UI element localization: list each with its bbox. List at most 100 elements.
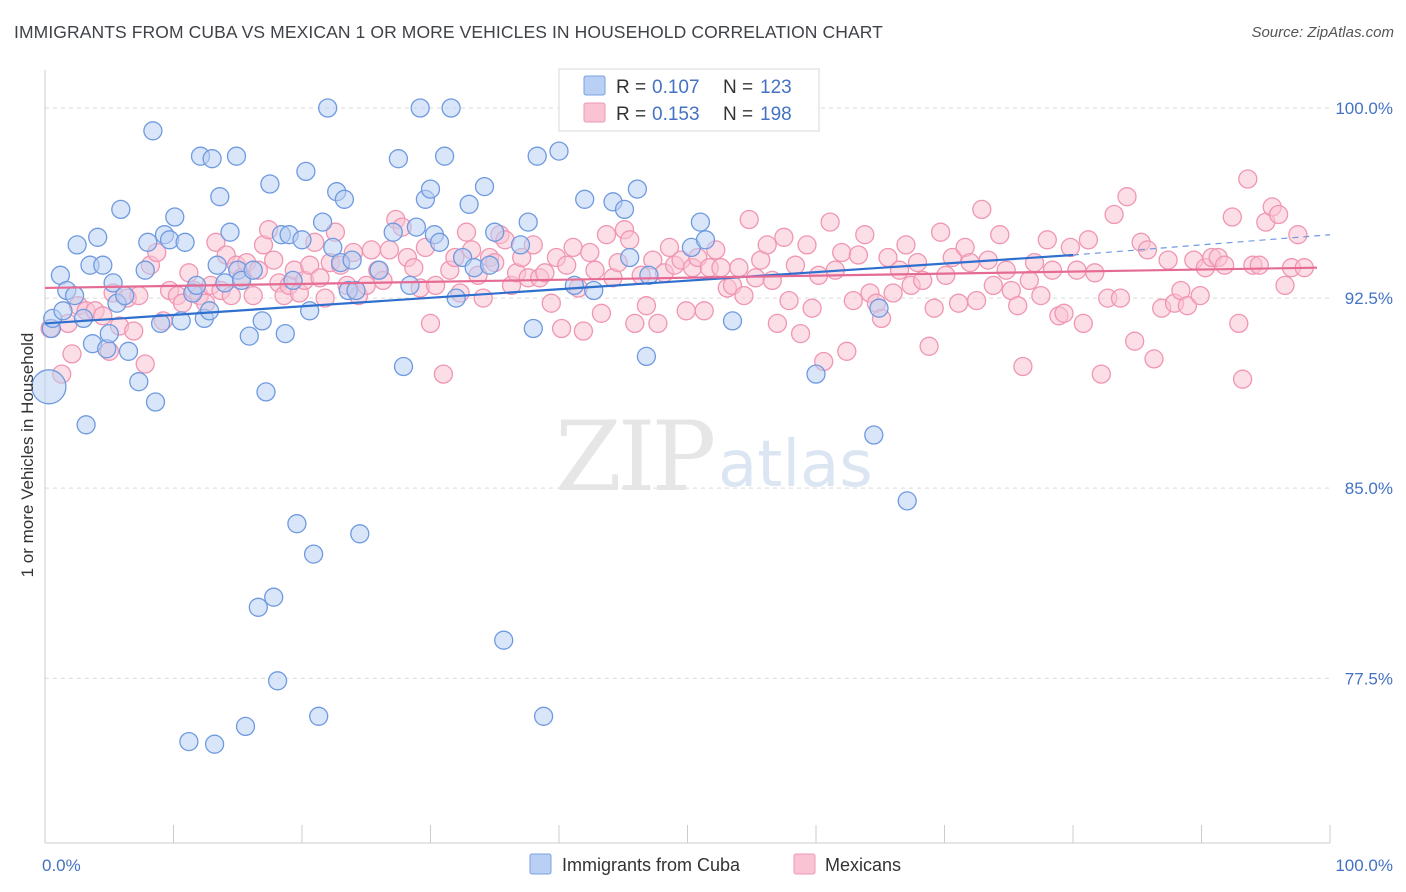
- mexicans-point: [1054, 303, 1074, 323]
- x-tick-label-0: 0.0%: [42, 856, 81, 875]
- cuba-point: [252, 311, 272, 331]
- mexicans-point: [1249, 255, 1269, 275]
- chart-title: IMMIGRANTS FROM CUBA VS MEXICAN 1 OR MOR…: [14, 22, 883, 42]
- x-tick-labels: 0.0% 100.0%: [42, 856, 1393, 875]
- mexicans-point: [206, 232, 226, 252]
- cuba-point: [171, 311, 191, 331]
- cuba-point: [235, 716, 256, 737]
- mexicans-point: [124, 321, 144, 341]
- mexicans-point: [774, 227, 794, 247]
- mexicans-point: [1238, 169, 1258, 189]
- mexicans-point: [379, 240, 400, 260]
- cuba-point: [175, 232, 195, 252]
- cuba-point: [220, 222, 240, 242]
- mexicans-point: [676, 301, 696, 321]
- legend-n-value-cuba: 123: [760, 77, 792, 98]
- mexicans-point: [785, 255, 806, 275]
- cuba-point: [510, 235, 531, 255]
- mexicans-point: [1008, 296, 1028, 316]
- mexicans-point: [1125, 331, 1145, 351]
- legend-swatch-mexicans: [583, 102, 606, 123]
- cuba-point: [420, 179, 441, 199]
- mexicans-point: [625, 313, 645, 334]
- mexicans-point: [1085, 263, 1105, 283]
- series-cuba-points: [31, 98, 917, 754]
- cuba-point: [695, 230, 716, 250]
- cuba-point: [292, 230, 312, 250]
- cuba-point: [627, 179, 648, 199]
- mexicans-point: [1177, 296, 1198, 316]
- cuba-point: [53, 301, 73, 321]
- y-tick-label-3: 77.5%: [1345, 669, 1393, 688]
- mexicans-point: [966, 290, 987, 311]
- bottom-legend-label-cuba: Immigrants from Cuba: [562, 855, 741, 875]
- cuba-point: [383, 222, 403, 242]
- mexicans-point: [1042, 260, 1063, 280]
- cuba-point: [199, 301, 220, 321]
- y-axis-label: 1 or more Vehicles in Household: [18, 333, 37, 578]
- mexicans-point: [711, 258, 731, 278]
- cuba-point: [283, 270, 303, 291]
- cuba-point: [204, 734, 225, 754]
- mexicans-point: [648, 313, 668, 334]
- cuba-point: [523, 318, 543, 339]
- axes: [44, 70, 1331, 844]
- trend-lines: [44, 234, 1331, 325]
- mexicans-point: [848, 245, 869, 265]
- mexicans-point: [551, 318, 572, 339]
- mexicans-point: [1288, 225, 1308, 245]
- mexicans-point: [1091, 364, 1111, 384]
- cuba-point: [260, 174, 280, 194]
- mexicans-point: [820, 212, 840, 232]
- cuba-point: [639, 265, 659, 285]
- legend-n-label-mexicans: N =: [723, 104, 753, 125]
- cuba-point: [406, 217, 427, 237]
- mexicans-point: [896, 235, 916, 255]
- mexicans-point: [361, 240, 382, 260]
- cuba-point: [226, 146, 247, 166]
- mexicans-point: [659, 237, 680, 258]
- legend-r-value-cuba: 0.107: [652, 77, 700, 98]
- cuba-point: [239, 326, 259, 346]
- mexicans-point: [620, 230, 640, 250]
- y-tick-label-0: 100.0%: [1335, 99, 1393, 118]
- mexicans-point: [1229, 313, 1249, 334]
- gridlines: [45, 107, 1330, 679]
- mexicans-point: [93, 306, 113, 326]
- mexicans-point: [1190, 285, 1210, 306]
- legend-n-value-mexicans: 198: [760, 104, 792, 125]
- legend: R = 0.107 N = 123 R = 0.153 N = 198: [558, 68, 820, 132]
- mexicans-point: [1037, 230, 1057, 250]
- cuba-point: [614, 199, 635, 220]
- mexicans-point: [1019, 270, 1039, 291]
- mexicans-point: [456, 222, 477, 242]
- cuba-point: [275, 323, 295, 344]
- cuba-point: [179, 731, 199, 752]
- mexicans-point: [300, 255, 320, 275]
- mexicans-point: [557, 255, 577, 275]
- cuba-point: [518, 212, 538, 232]
- mexicans-point: [996, 260, 1016, 280]
- cuba-point: [129, 372, 149, 392]
- cuba-point: [459, 194, 479, 214]
- cuba-point: [135, 260, 155, 280]
- cuba-point: [636, 346, 657, 367]
- mexicans-point: [596, 225, 617, 245]
- cuba-point: [527, 146, 547, 166]
- cuba-point: [323, 237, 343, 258]
- mexicans-point: [1275, 275, 1295, 296]
- mexicans-point: [1110, 288, 1131, 308]
- mexicans-point: [636, 296, 657, 316]
- mexicans-point: [1137, 240, 1158, 260]
- cuba-point: [165, 207, 185, 227]
- mexicans-point: [930, 222, 951, 242]
- mexicans-point: [585, 260, 605, 280]
- cuba-point: [256, 382, 276, 402]
- bottom-legend-swatch-mexicans: [793, 853, 816, 875]
- mexicans-point: [1144, 349, 1164, 369]
- mexicans-point: [135, 354, 155, 374]
- mexicans-point: [1067, 260, 1087, 280]
- mexicans-point: [767, 313, 788, 334]
- mexicans-point: [843, 290, 863, 311]
